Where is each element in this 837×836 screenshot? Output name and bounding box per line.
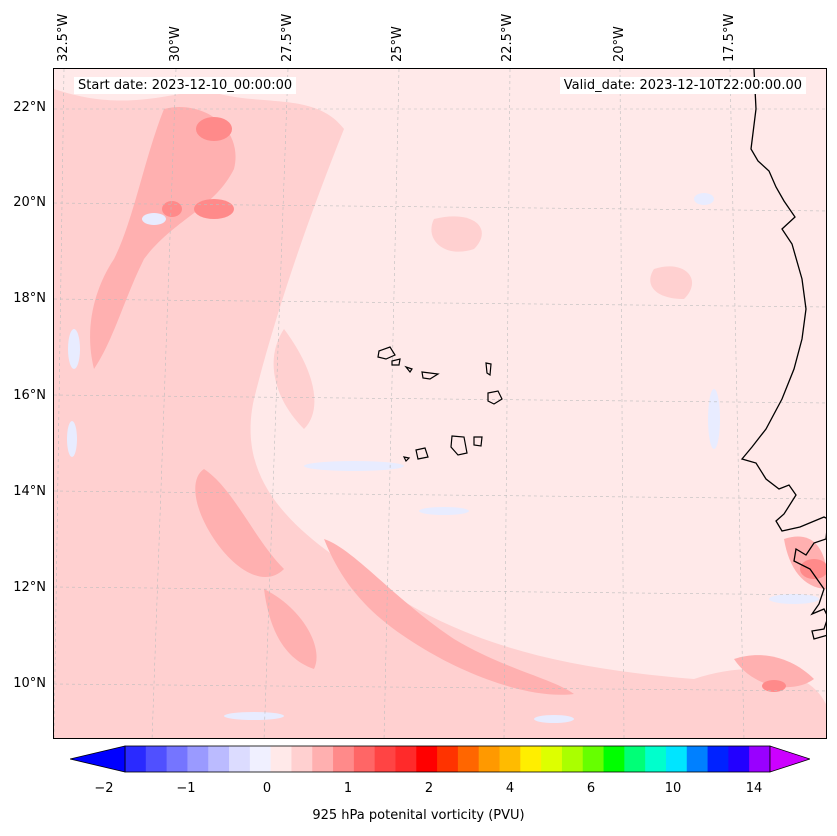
map-panel: Start date: 2023-12-10_00:00:00 Valid_da… — [53, 68, 827, 739]
colorbar-caption: 925 hPa potenital vorticity (PVU) — [312, 808, 525, 823]
longitude-label: 30°W — [168, 26, 183, 62]
longitude-label: 27.5°W — [280, 13, 295, 62]
africa-coastline — [740, 69, 826, 640]
latitude-label: 20°N — [13, 195, 46, 210]
colorbar-cell — [166, 746, 188, 772]
longitude-label: 32.5°W — [56, 13, 71, 62]
valid-date-label: Valid_date: 2023-12-10T22:00:00.00 — [559, 77, 806, 94]
colorbar-cell — [645, 746, 667, 772]
colorbar-tick-label: 6 — [586, 781, 596, 796]
colorbar-cell — [187, 746, 209, 772]
latitude-label: 22°N — [13, 100, 46, 115]
colorbar-cell — [665, 746, 688, 772]
pv-field-negative — [67, 193, 819, 723]
colorbar-cell — [624, 746, 646, 772]
colorbar-tick-label: 14 — [745, 781, 763, 796]
colorbar-cell — [395, 746, 417, 772]
colorbar-cell — [374, 746, 396, 772]
latitude-label: 14°N — [13, 484, 46, 499]
longitude-label: 25°W — [390, 26, 405, 62]
latitude-label: 16°N — [13, 388, 46, 403]
colorbar-cell — [291, 746, 313, 772]
colorbar-cell — [312, 746, 334, 772]
colorbar-cell — [728, 746, 750, 772]
colorbar-cell — [270, 746, 292, 772]
colorbar-cell — [603, 746, 625, 772]
colorbar-tick-label: −2 — [94, 781, 114, 796]
colorbar-cell — [749, 746, 771, 772]
colorbar-tick-label: 2 — [424, 781, 434, 796]
colorbar-cell — [478, 746, 501, 772]
colorbar-min-arrow — [70, 745, 126, 773]
colorbar — [70, 745, 810, 773]
map-canvas — [54, 69, 826, 738]
latitude-label: 18°N — [13, 291, 46, 306]
latitude-label: 12°N — [13, 580, 46, 595]
colorbar-cell — [125, 746, 147, 772]
colorbar-cell — [333, 746, 355, 772]
colorbar-cell — [208, 746, 230, 772]
colorbar-cell — [707, 746, 729, 772]
colorbar-tick-label: 0 — [262, 781, 272, 796]
colorbar-cell — [437, 746, 459, 772]
colorbar-cell — [561, 746, 584, 772]
cape-verde-islands — [377, 346, 503, 463]
colorbar-tick-label: 4 — [505, 781, 515, 796]
colorbar-tick-label: 1 — [343, 781, 353, 796]
longitude-label: 20°W — [612, 26, 627, 62]
latitude-label: 10°N — [13, 676, 46, 691]
colorbar-cell — [457, 746, 480, 772]
colorbar-cell — [541, 746, 563, 772]
colorbar-cell — [249, 746, 272, 772]
colorbar-cell — [499, 746, 521, 772]
longitude-label: 17.5°W — [722, 13, 737, 62]
colorbar-cell — [416, 746, 438, 772]
pv-field-dark — [162, 117, 826, 692]
colorbar-tick-label: −1 — [176, 781, 196, 796]
longitude-label: 22.5°W — [500, 13, 515, 62]
colorbar-tick-label: 10 — [664, 781, 682, 796]
colorbar-cell — [229, 746, 251, 772]
colorbar-max-arrow — [769, 745, 810, 773]
graticule — [54, 69, 826, 738]
start-date-label: Start date: 2023-12-10_00:00:00 — [74, 77, 297, 94]
colorbar-cell — [145, 746, 168, 772]
colorbar-cell — [520, 746, 542, 772]
colorbar-cell — [582, 746, 605, 772]
colorbar-cell — [353, 746, 376, 772]
colorbar-cell — [686, 746, 709, 772]
